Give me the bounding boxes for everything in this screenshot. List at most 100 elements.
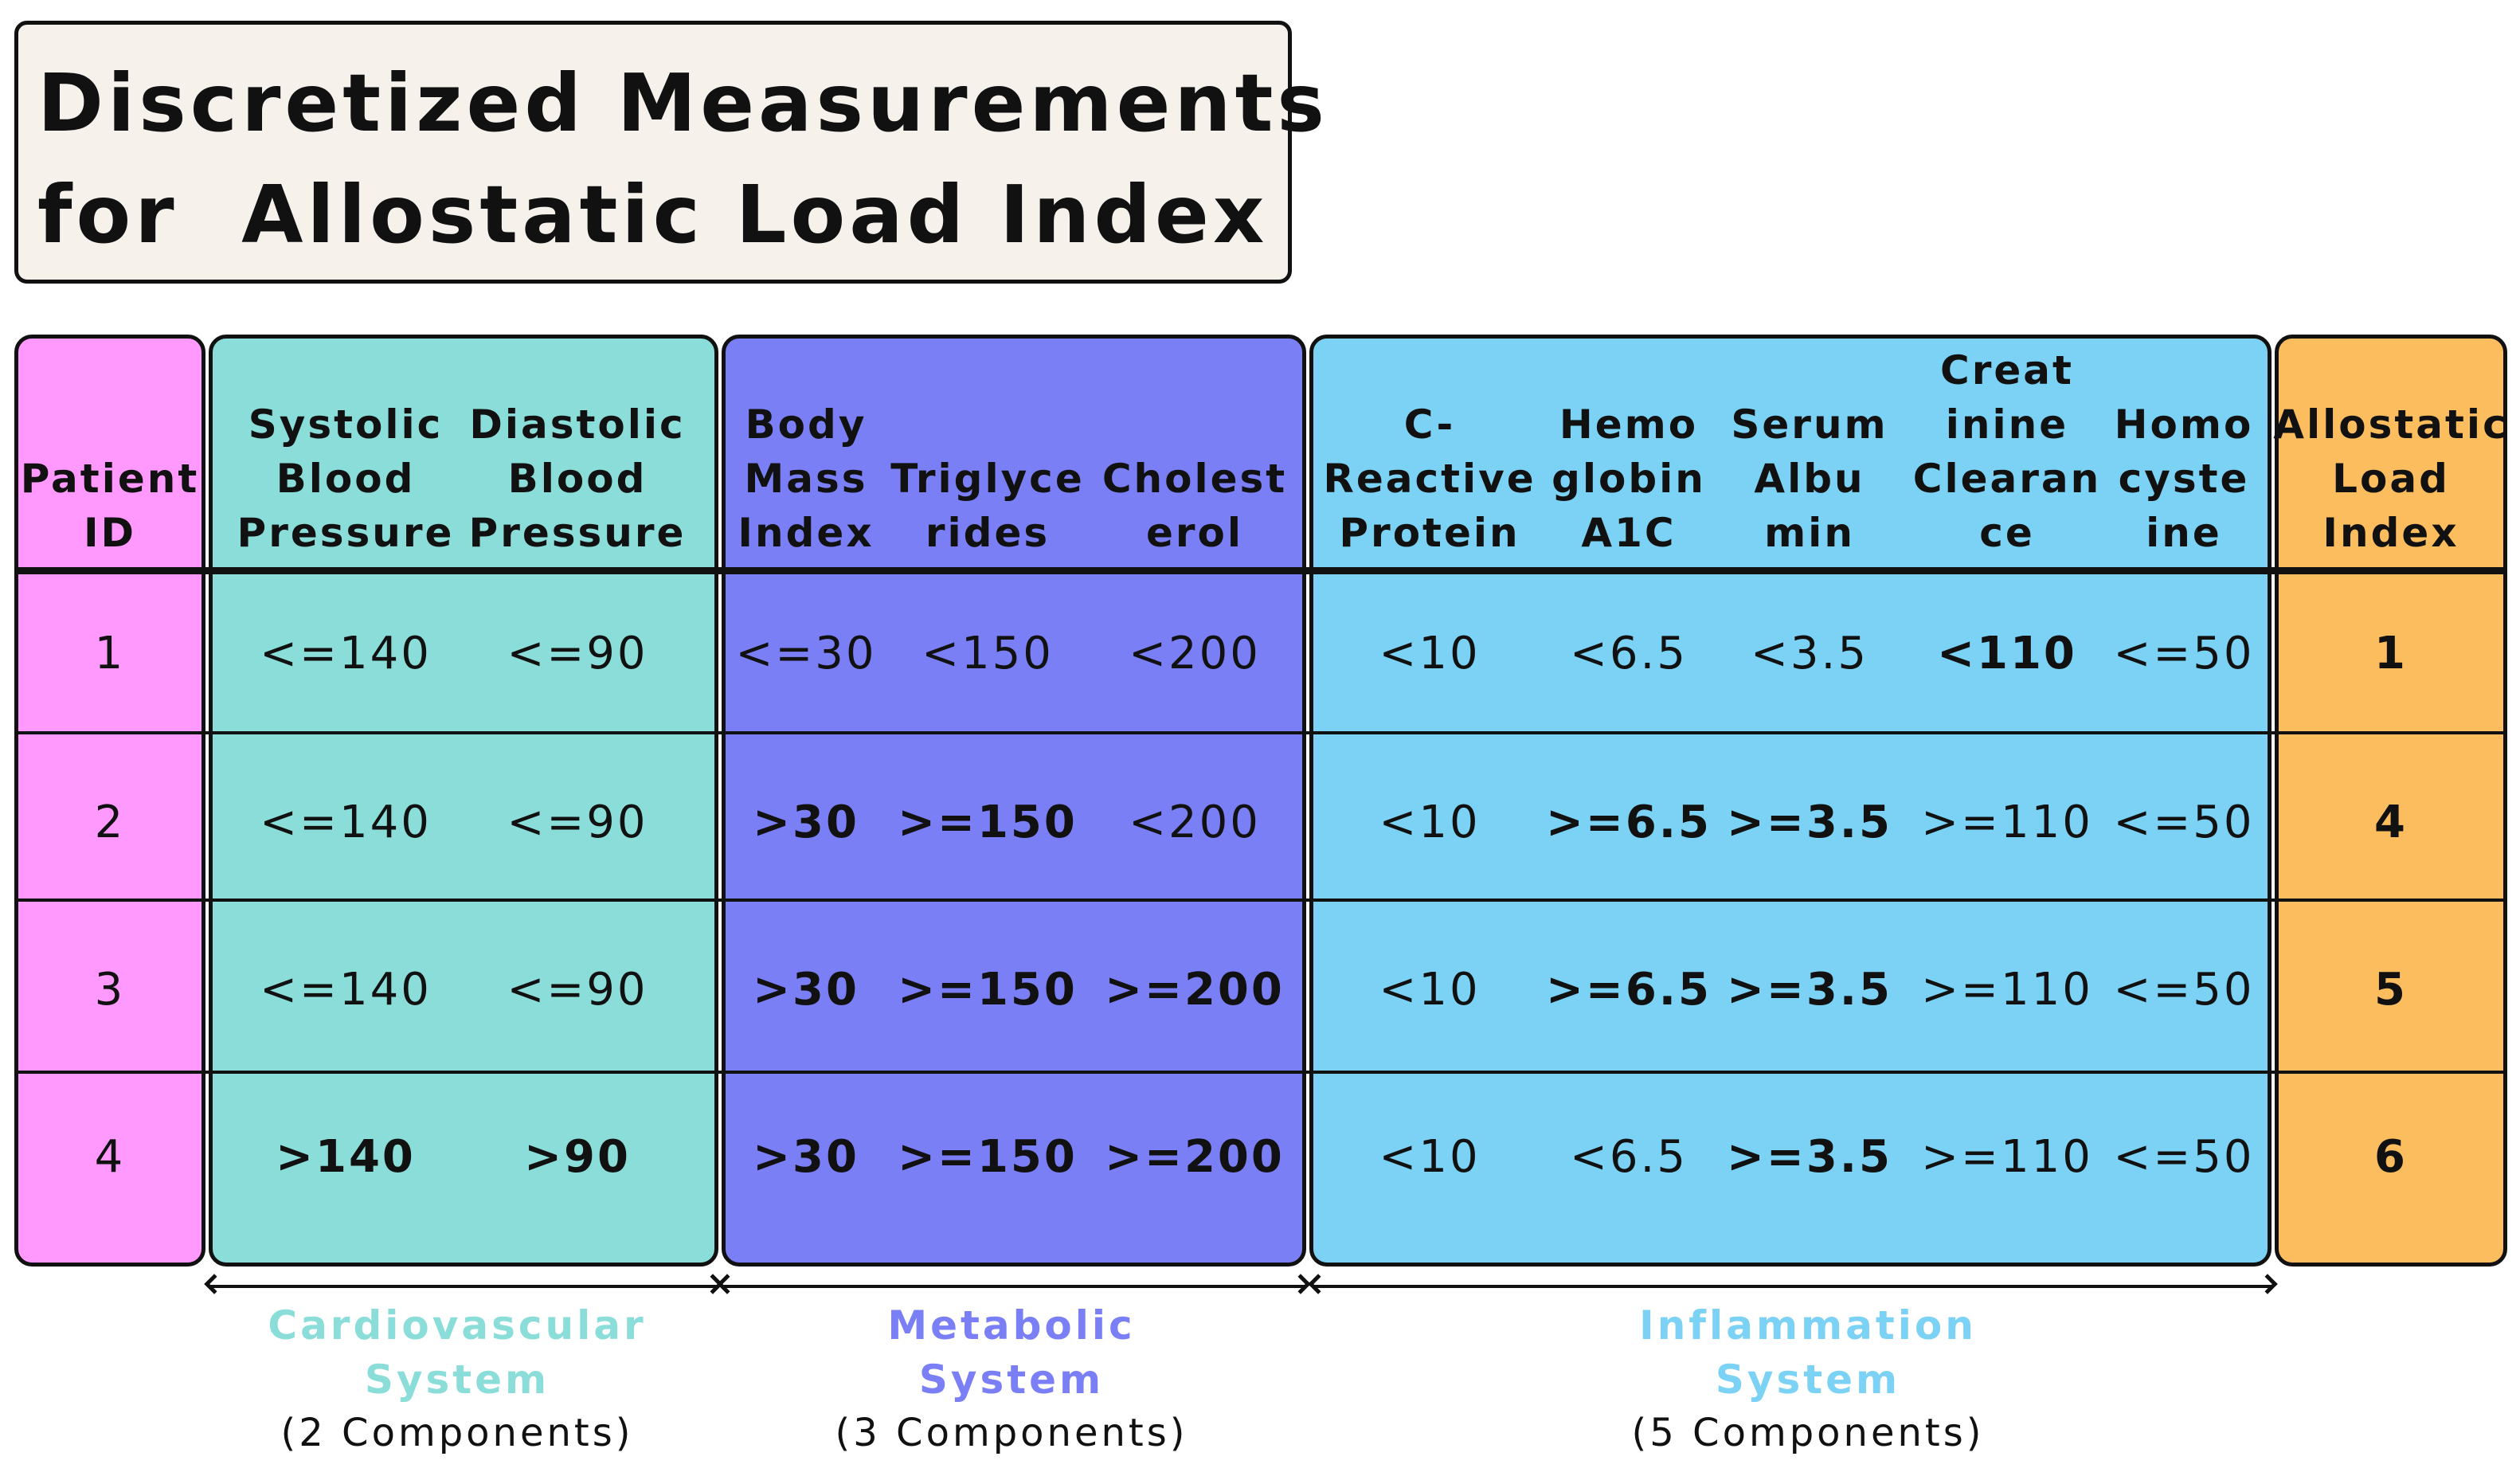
patient-id: 4 [94,1131,126,1183]
measurement-value: <6.5 [1570,628,1688,679]
measurement-value: >=3.5 [1726,1131,1893,1183]
measurement-value: >=110 [1921,797,2093,848]
column-header-line: A1C [1581,510,1677,556]
measurement-value: <=30 [735,628,877,679]
measurement-value: >=6.5 [1545,797,1712,848]
system-name: Metabolic [887,1302,1136,1349]
column-header-line: Creat [1940,347,2074,393]
measurement-value: >=150 [898,797,1078,848]
measurement-value: <10 [1379,964,1481,1016]
column-header-line: Blood [276,456,416,502]
column-header-line: Blood [507,456,648,502]
allostatic-load-value: 5 [2374,964,2408,1016]
measurement-value: >30 [753,964,859,1016]
measurement-value: <=140 [260,797,432,848]
row-divider [14,731,2507,734]
column-header-line: Load [2332,456,2450,502]
patient-id: 1 [94,628,126,679]
measurement-value: >=200 [1105,964,1285,1016]
measurement-value: <150 [922,628,1054,679]
column-header-line: Patient [20,456,200,502]
patient-id: 3 [94,964,126,1016]
column-header-line: Pressure [237,510,455,556]
measurement-value: <200 [1129,797,1261,848]
column-header-line: ce [1979,510,2035,556]
header-divider [14,567,2507,574]
measurement-value: <110 [1937,628,2077,679]
measurement-value: <10 [1379,628,1481,679]
patient-id: 2 [94,797,126,848]
row-divider [14,1071,2507,1074]
inflammation-span-arrow [1313,1285,2273,1288]
measurement-value: >=110 [1921,1131,2093,1183]
column-header-line: Mass [744,456,868,502]
column-header-line: erol [1145,510,1244,556]
allostatic-load-value: 1 [2374,628,2408,679]
index-panel [2275,335,2507,1267]
measurement-value: <3.5 [1751,628,1868,679]
column-header-line: Triglyce [890,456,1085,502]
title-line-2: for Allostatic Load Index [37,168,1269,261]
measurement-value: <6.5 [1570,1131,1688,1183]
measurement-value: <10 [1379,1131,1481,1183]
column-header-line: Pressure [468,510,687,556]
cardiovascular-span-arrow [209,1285,718,1288]
measurement-value: <=50 [2113,797,2255,848]
measurement-value: >90 [524,1131,631,1183]
measurement-value: <200 [1129,628,1261,679]
column-header-line: Index [2322,510,2459,556]
column-header-line: Serum [1731,401,1888,448]
measurement-value: <=140 [260,964,432,1016]
measurement-value: <10 [1379,797,1481,848]
measurement-value: >=150 [898,1131,1078,1183]
column-header-line: Albu [1754,456,1865,502]
column-header-line: ID [83,510,137,556]
column-header-line: rides [925,510,1051,556]
column-header-line: Systolic [248,401,444,448]
row-divider [14,899,2507,902]
system-name: System [364,1357,550,1403]
column-header-line: Cholest [1102,456,1288,502]
column-header-line: min [1764,510,1855,556]
system-name: Inflammation [1639,1302,1977,1349]
metabolic-panel [722,335,1306,1267]
column-header-line: globin [1552,456,1706,502]
measurement-value: <=50 [2113,964,2255,1016]
column-header-line: inine [1945,401,2069,448]
column-header-line: Homo [2114,401,2254,448]
system-components: (3 Components) [835,1411,1188,1455]
system-name: Cardiovascular [268,1302,647,1349]
title-line-1: Discretized Measurements [37,57,1328,150]
allostatic-load-value: 4 [2374,797,2408,848]
column-header-line: ine [2146,510,2222,556]
system-name: System [918,1357,1105,1403]
measurement-value: >=3.5 [1726,797,1893,848]
measurement-value: >30 [753,1131,859,1183]
measurement-value: <=90 [507,797,648,848]
column-header-line: cyste [2118,456,2250,502]
system-components: (5 Components) [1631,1411,1985,1455]
measurement-value: <=90 [507,964,648,1016]
measurement-value: <=50 [2113,1131,2255,1183]
measurement-value: >=6.5 [1545,964,1712,1016]
patient-panel [14,335,205,1267]
column-header-line: Protein [1339,510,1520,556]
column-header-line: Index [738,510,875,556]
column-header-line: Body [745,401,867,448]
metabolic-span-arrow [722,1285,1306,1288]
system-components: (2 Components) [280,1411,634,1455]
measurement-value: >=150 [898,964,1078,1016]
system-name: System [1715,1357,1901,1403]
cardiovascular-panel [209,335,718,1267]
measurement-value: >30 [753,797,859,848]
measurement-value: >=110 [1921,964,2093,1016]
inflammation-panel [1309,335,2272,1267]
column-header-line: Hemo [1559,401,1699,448]
column-header-line: Allostatic [2273,401,2509,448]
allostatic-load-value: 6 [2374,1131,2408,1183]
title-box: Discretized Measurements for Allostatic … [14,21,1325,284]
measurement-value: >=3.5 [1726,964,1893,1016]
measurement-value: <=90 [507,628,648,679]
measurement-value: >=200 [1105,1131,1285,1183]
column-header-line: Diastolic [469,401,686,448]
